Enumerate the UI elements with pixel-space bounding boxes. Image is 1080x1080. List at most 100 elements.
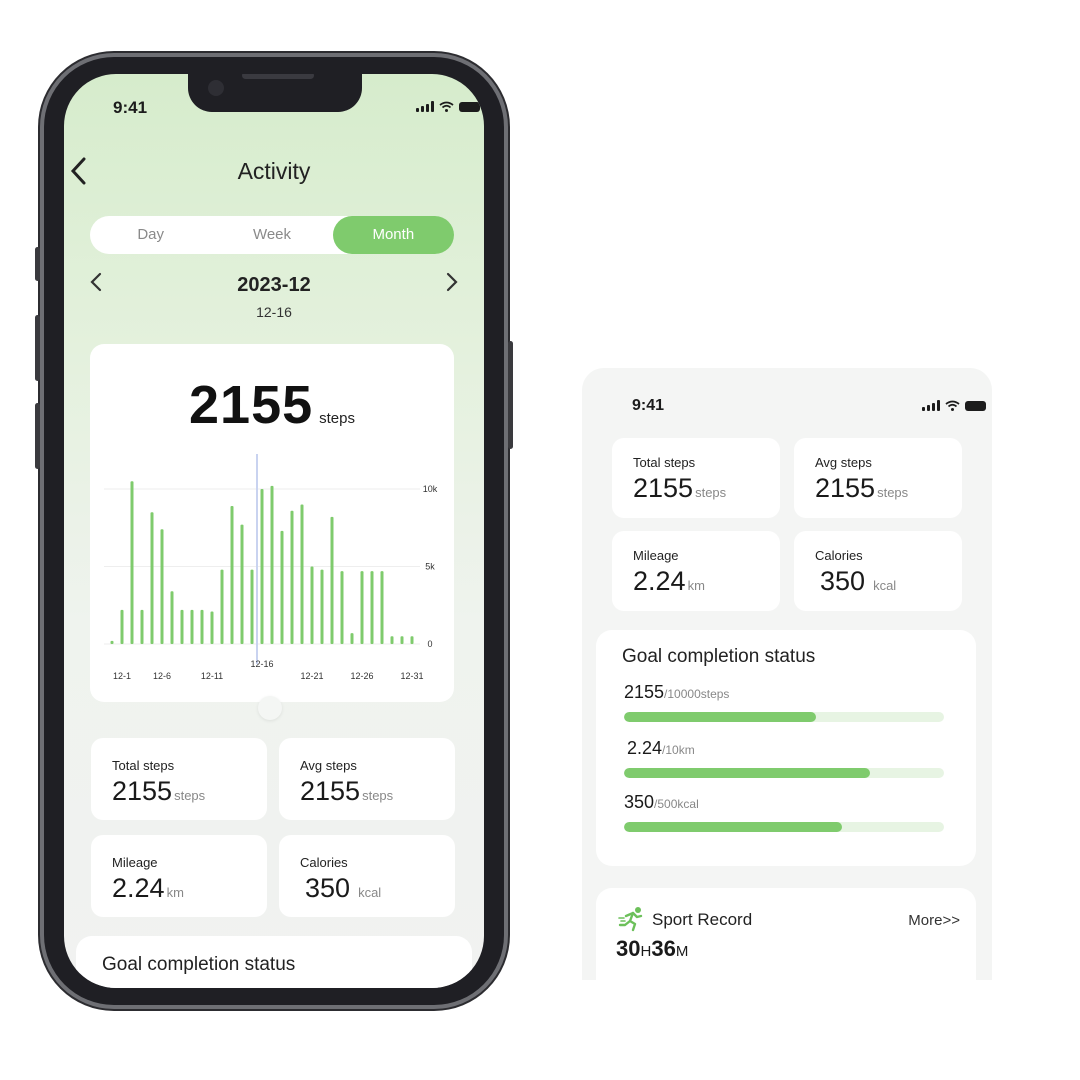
goal-completion-card: Goal completion status 2155/10000steps 2… [596,630,976,866]
stat-number: 350 [820,566,866,596]
chart-bar [180,609,184,644]
chart-bar [410,636,414,644]
tab-day[interactable]: Day [137,226,164,243]
goal-text: 2155/10000steps [624,682,944,703]
x-tick-label: 12-16 [250,659,273,669]
sport-record-title: Sport Record [652,910,753,929]
tab-week[interactable]: Week [252,226,292,243]
volume-down-button [35,403,40,469]
goal-title: Goal completion status [102,954,296,975]
stat-unit: steps [174,788,206,803]
y-tick-label: 0 [427,639,432,649]
chart-bar [370,571,374,644]
stat-label: Mileage [112,855,158,870]
goal-target: /500kcal [654,797,699,811]
chart-bar [220,569,224,644]
battery-icon [459,101,480,112]
avg-steps-card: Avg steps 2155 steps [279,738,455,820]
y-tick-label: 5k [425,562,435,572]
chart-bar [190,609,194,644]
chart-bar [120,609,124,644]
calories-card: Calories 350 kcal [279,835,455,917]
back-button[interactable] [69,156,89,194]
chart-bar [270,485,274,644]
wifi-icon [439,101,454,112]
detail-screen: 9:41 Total steps 2155 steps Avg steps 215… [582,368,992,980]
stat-number: 2155 [815,473,876,503]
goal-value: 2155 [624,682,665,702]
stat-value: 2155 steps [300,776,393,807]
stat-label: Mileage [633,548,679,563]
page-title: Activity [237,158,311,184]
goal-value: 2.24 [627,738,663,758]
x-tick-label: 12-1 [113,671,131,681]
running-icon [618,907,643,932]
wifi-icon [945,400,960,411]
mileage-card: Mileage 2.24 km [612,531,780,611]
progress-fill [624,712,816,722]
x-tick-label: 12-6 [153,671,171,681]
chart-bar [150,512,154,644]
stat-unit: steps [877,485,909,500]
stat-value: 2.24 km [112,873,184,904]
calories-goal-row: 350/500kcal [624,792,944,832]
chart-bar [330,516,334,644]
goal-target: /10000steps [664,687,730,701]
x-tick-label: 12-11 [201,671,223,681]
notch [188,74,362,112]
calories-card: Calories 350 kcal [794,531,962,611]
chart-bar [140,609,144,644]
minutes-unit: M [675,943,689,960]
stat-value: 2155 steps [815,473,908,504]
chart-bar [110,640,114,644]
duration-hours: 30 [616,936,641,961]
stat-unit: steps [695,485,727,500]
stat-number: 2.24 [112,873,165,903]
chart-scrub-handle[interactable] [258,696,282,720]
hours-unit: H [640,943,652,960]
stat-label: Avg steps [300,758,357,773]
steps-bar-chart[interactable]: 10k 5k 0 12-1 12-6 12-11 12-16 12-21 12-26 12-31 [90,454,454,686]
power-button [508,341,513,449]
progress-fill [624,822,842,832]
x-tick-label: 12-21 [300,671,323,681]
camera-icon [208,80,224,96]
phone-mockup: 9:41 Activity Day Week Month 2023-12 12-… [35,57,513,1005]
chart-bar [200,609,204,644]
chevron-left-icon [70,157,86,185]
stat-number: 2.24 [633,566,686,596]
stat-unit: km [687,578,705,593]
stat-label: Avg steps [815,455,872,470]
mileage-goal-row: 2.24/10km [624,738,944,778]
next-period-button[interactable] [445,271,459,299]
status-icons [416,101,480,112]
status-time: 9:41 [632,397,665,414]
chevron-left-icon [90,272,102,292]
goal-completion-card: Goal completion status [76,936,472,988]
stat-value: 350 kcal [820,566,896,597]
prev-period-button[interactable] [89,271,103,299]
chart-bar [340,571,344,644]
stat-number: 2155 [633,473,694,503]
chart-bar [280,530,284,644]
status-time: 9:41 [113,98,148,117]
stat-unit: kcal [873,578,897,593]
stat-number: 350 [305,873,351,903]
steps-goal-row: 2155/10000steps [624,682,944,722]
sport-record-card: Sport Record More>> 30H36M [596,888,976,980]
chart-bar [250,569,254,644]
steps-value: 2155 [189,375,314,435]
chart-bar [240,524,244,644]
period-segmented-control: Day Week Month [90,216,454,254]
stat-number: 2155 [300,776,361,806]
progress-track [624,822,944,832]
chart-bar [160,529,164,644]
goal-text: 2.24/10km [627,738,944,759]
chart-bar [310,566,314,644]
chart-bar [290,510,294,644]
x-tick-label: 12-31 [400,671,423,681]
chart-bar [380,571,384,644]
more-link[interactable]: More>> [908,912,960,929]
chart-bar [300,504,304,644]
tab-month[interactable]: Month [332,216,454,254]
